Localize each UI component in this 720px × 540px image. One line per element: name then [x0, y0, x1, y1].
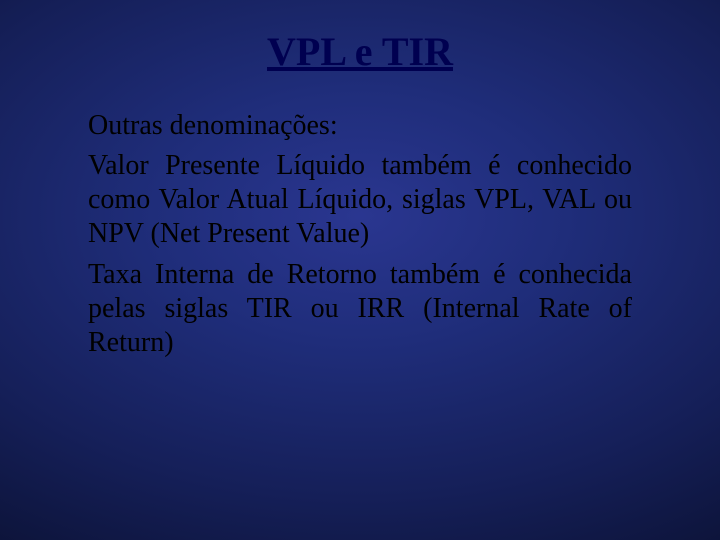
slide: VPL e TIR Outras denominações: Valor Pre…: [0, 0, 720, 540]
slide-body: Outras denominações: Valor Presente Líqu…: [88, 109, 632, 360]
paragraph-1: Valor Presente Líquido também é conhecid…: [88, 149, 632, 251]
subheading: Outras denominações:: [88, 109, 632, 143]
paragraph-2: Taxa Interna de Retorno também é conheci…: [88, 258, 632, 360]
slide-title: VPL e TIR: [88, 28, 632, 75]
